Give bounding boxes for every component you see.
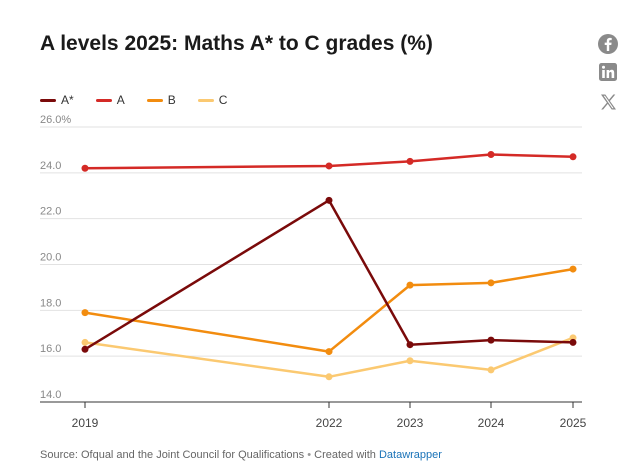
data-point (406, 281, 414, 289)
data-point (569, 153, 577, 161)
legend-swatch (146, 98, 163, 102)
legend-item: C (197, 93, 228, 107)
legend-swatch (197, 98, 214, 102)
source-text: Source: Ofqual and the Joint Council for… (40, 449, 305, 461)
separator: • (307, 449, 312, 461)
data-point (406, 341, 414, 349)
data-point (487, 279, 495, 287)
chart-title: A levels 2025: Maths A* to C grades (%) (40, 32, 433, 55)
created-with-text: Created with (314, 449, 376, 461)
x-tick-label: 2019 (72, 416, 99, 430)
source-note: Source: Ofqual and the Joint Council for… (40, 449, 442, 461)
facebook-icon (598, 34, 618, 54)
series-lines (81, 151, 577, 381)
data-point (406, 157, 414, 165)
legend-label: C (218, 93, 228, 107)
x-tick-label: 2024 (478, 416, 505, 430)
y-tick-label: 26.0% (40, 114, 71, 126)
data-point (81, 164, 89, 172)
x-tick-label: 2022 (316, 416, 343, 430)
data-point (487, 151, 495, 158)
legend-label: A* (61, 93, 74, 107)
legend-label: B (167, 93, 176, 107)
data-point (81, 345, 89, 353)
data-point (487, 366, 495, 374)
x-tick-label: 2025 (560, 416, 587, 430)
x-share-button[interactable] (597, 91, 621, 113)
legend-item: A (95, 93, 125, 107)
legend-swatch (40, 98, 56, 102)
y-tick-label: 22.0 (40, 206, 61, 218)
data-point (569, 265, 577, 273)
y-tick-label: 18.0 (40, 297, 61, 309)
data-point (406, 357, 414, 365)
data-point (325, 373, 333, 381)
data-point (325, 348, 333, 356)
y-tick-label: 14.0 (40, 389, 61, 401)
legend-label: A (116, 93, 125, 107)
y-tick-label: 24.0 (40, 160, 61, 172)
data-point (569, 338, 577, 346)
x-axis: 2019 2022 2023 2024 2025 (72, 402, 587, 430)
x-tick-label: 2023 (397, 416, 424, 430)
series-line (83, 336, 575, 379)
data-point (487, 336, 495, 344)
datawrapper-link[interactable]: Datawrapper (378, 449, 442, 461)
series-C (81, 334, 577, 381)
series-A (81, 151, 577, 172)
data-point (325, 196, 333, 204)
data-point (81, 309, 89, 317)
series-A* (81, 196, 577, 353)
y-tick-label: 20.0 (40, 252, 61, 264)
legend-item: A* (40, 93, 74, 107)
series-line (83, 199, 575, 351)
y-axis: 14.0 16.0 18.0 20.0 22.0 24.0 26.0% (40, 114, 71, 401)
linkedin-share-button[interactable] (597, 61, 621, 83)
chart-legend: A* A B C (40, 92, 249, 108)
data-point (325, 162, 333, 170)
x-icon (601, 94, 616, 110)
data-point (81, 338, 89, 346)
legend-swatch (95, 98, 112, 102)
linkedin-icon (599, 63, 617, 81)
gridlines (40, 126, 582, 403)
legend-item: B (146, 93, 176, 107)
y-tick-label: 16.0 (40, 343, 61, 355)
series-B (81, 265, 577, 356)
facebook-share-button[interactable] (597, 33, 621, 55)
